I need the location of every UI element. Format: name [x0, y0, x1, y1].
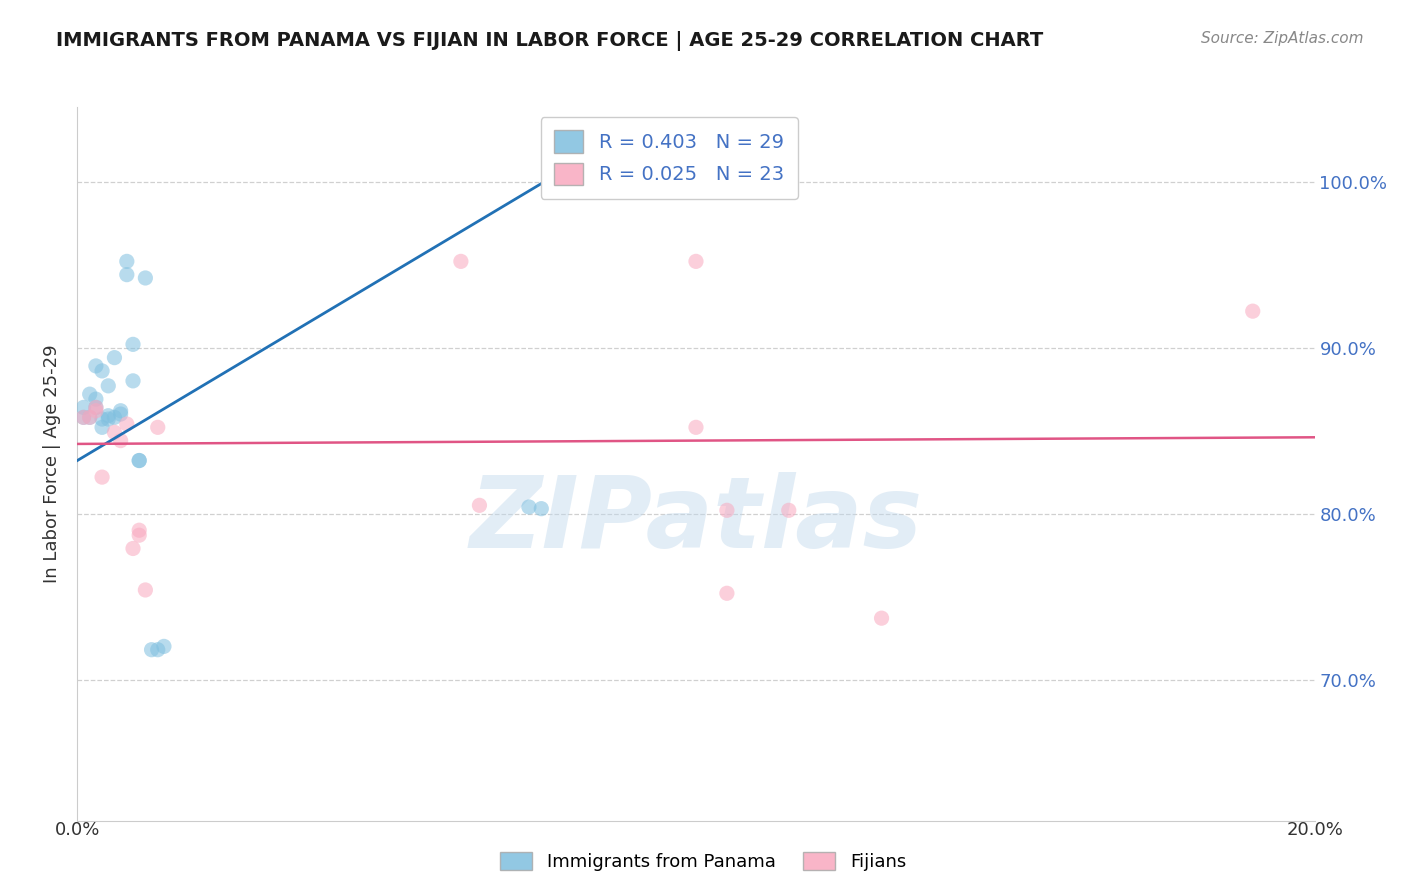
Text: 20.0%: 20.0% — [1286, 821, 1343, 838]
Point — [103, 425, 125, 440]
Point — [91, 470, 114, 484]
Point — [97, 409, 120, 423]
Point — [84, 392, 107, 406]
Point — [128, 528, 150, 542]
Point — [685, 420, 707, 434]
Point — [91, 412, 114, 426]
Point — [122, 541, 145, 556]
Point — [122, 374, 145, 388]
Point — [146, 420, 169, 434]
Text: IMMIGRANTS FROM PANAMA VS FIJIAN IN LABOR FORCE | AGE 25-29 CORRELATION CHART: IMMIGRANTS FROM PANAMA VS FIJIAN IN LABO… — [56, 31, 1043, 51]
Point — [134, 271, 156, 285]
Point — [778, 503, 800, 517]
Point — [91, 364, 114, 378]
Point — [79, 387, 101, 401]
Point — [141, 642, 163, 657]
Point — [115, 268, 138, 282]
Point — [134, 582, 156, 597]
Legend: R = 0.403   N = 29, R = 0.025   N = 23: R = 0.403 N = 29, R = 0.025 N = 23 — [540, 117, 797, 199]
Point — [91, 420, 114, 434]
Point — [128, 523, 150, 537]
Text: 0.0%: 0.0% — [55, 821, 100, 838]
Point — [716, 586, 738, 600]
Point — [84, 403, 107, 417]
Point — [84, 401, 107, 415]
Point — [450, 254, 472, 268]
Point — [97, 379, 120, 393]
Point — [84, 359, 107, 373]
Point — [103, 410, 125, 425]
Point — [530, 501, 553, 516]
Point — [153, 640, 176, 654]
Point — [128, 453, 150, 467]
Point — [110, 403, 132, 417]
Point — [716, 503, 738, 517]
Point — [1241, 304, 1264, 318]
Point — [468, 499, 491, 513]
Point — [517, 500, 540, 514]
Text: ZIPatlas: ZIPatlas — [470, 473, 922, 569]
Point — [97, 412, 120, 426]
Point — [115, 417, 138, 431]
Legend: Immigrants from Panama, Fijians: Immigrants from Panama, Fijians — [492, 845, 914, 879]
Point — [685, 254, 707, 268]
Text: Source: ZipAtlas.com: Source: ZipAtlas.com — [1201, 31, 1364, 46]
Point — [110, 407, 132, 421]
Point — [146, 642, 169, 657]
Point — [72, 410, 94, 425]
Y-axis label: In Labor Force | Age 25-29: In Labor Force | Age 25-29 — [42, 344, 60, 583]
Point — [122, 337, 145, 351]
Point — [115, 254, 138, 268]
Point — [79, 410, 101, 425]
Point — [79, 410, 101, 425]
Point — [103, 351, 125, 365]
Point — [110, 434, 132, 448]
Point — [128, 453, 150, 467]
Point — [72, 410, 94, 425]
Point — [72, 401, 94, 415]
Point — [84, 401, 107, 415]
Point — [870, 611, 893, 625]
